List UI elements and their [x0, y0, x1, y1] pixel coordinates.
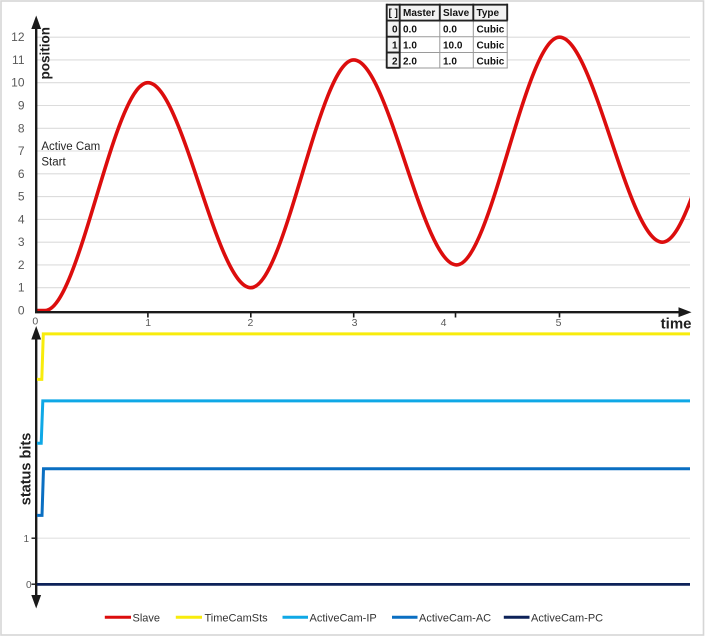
svg-text:3: 3: [352, 317, 358, 329]
svg-text:Cubic: Cubic: [477, 25, 505, 36]
svg-text:ActiveCam-PC: ActiveCam-PC: [531, 612, 603, 624]
svg-text:5: 5: [556, 317, 562, 329]
svg-text:1: 1: [145, 317, 151, 329]
svg-text:time: time: [661, 316, 692, 333]
svg-text:2: 2: [247, 317, 253, 329]
svg-text:7: 7: [18, 144, 25, 158]
svg-text:[ ]: [ ]: [388, 8, 397, 19]
svg-text:9: 9: [18, 99, 25, 113]
svg-text:Start: Start: [41, 157, 66, 169]
svg-text:1: 1: [392, 41, 398, 52]
svg-text:4: 4: [18, 212, 25, 226]
svg-text:Slave: Slave: [443, 8, 470, 19]
svg-text:status bits: status bits: [18, 433, 34, 506]
svg-text:Active Cam: Active Cam: [41, 141, 100, 153]
svg-text:4: 4: [441, 317, 447, 329]
svg-text:2.0: 2.0: [403, 56, 417, 67]
svg-text:5: 5: [18, 190, 25, 204]
svg-text:12: 12: [11, 30, 25, 44]
svg-text:10: 10: [11, 76, 25, 90]
svg-text:1.0: 1.0: [443, 56, 457, 67]
svg-text:TimeCamSts: TimeCamSts: [205, 612, 269, 624]
svg-text:ActiveCam-AC: ActiveCam-AC: [419, 612, 491, 624]
svg-text:Cubic: Cubic: [477, 41, 505, 52]
svg-text:0: 0: [392, 25, 398, 36]
svg-text:0: 0: [32, 316, 38, 328]
svg-text:0.0: 0.0: [403, 25, 417, 36]
svg-text:Cubic: Cubic: [477, 56, 505, 67]
svg-text:Master: Master: [403, 8, 435, 19]
svg-text:2: 2: [392, 56, 398, 67]
svg-text:Type: Type: [477, 8, 500, 19]
svg-text:1: 1: [18, 281, 25, 295]
svg-text:10.0: 10.0: [443, 41, 463, 52]
svg-text:2: 2: [18, 258, 25, 272]
svg-text:0.0: 0.0: [443, 25, 457, 36]
svg-text:position: position: [38, 27, 53, 80]
svg-text:6: 6: [18, 167, 25, 181]
svg-text:Slave: Slave: [133, 612, 161, 624]
svg-text:1: 1: [23, 534, 29, 545]
svg-text:0: 0: [26, 580, 32, 591]
svg-text:ActiveCam-IP: ActiveCam-IP: [310, 612, 377, 624]
svg-text:3: 3: [18, 235, 25, 249]
svg-text:0: 0: [18, 303, 25, 317]
svg-text:1.0: 1.0: [403, 41, 417, 52]
svg-text:11: 11: [12, 53, 25, 67]
svg-text:8: 8: [18, 121, 25, 135]
